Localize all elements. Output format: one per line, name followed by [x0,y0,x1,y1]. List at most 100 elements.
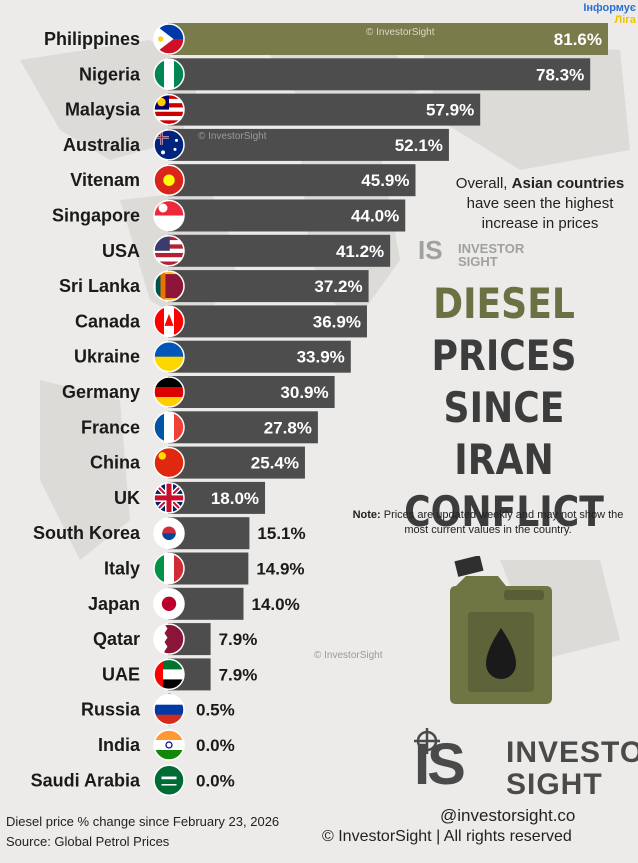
value-label: 57.9% [426,101,474,120]
bar [168,270,369,303]
bar [168,23,608,55]
category-label: Nigeria [79,64,141,84]
insight-text: Overall, Asian countries have seen the h… [440,174,638,234]
title-line-3: SINCE IRAN [443,383,565,484]
bar [168,234,391,267]
category-label: Vitenam [70,170,140,190]
south-korea-flag-icon [153,517,185,549]
category-label: Russia [81,700,141,720]
category-label: Singapore [52,206,140,226]
category-label: France [81,417,140,437]
qatar-flag-icon [153,623,185,655]
watermark: © InvestorSight [314,650,383,661]
bar-chart: Philippines 81.6% Nigeria 78.3% Malaysia 57.9… [31,23,608,797]
value-label: 27.8% [264,418,312,437]
title-line-4: CONFLICT [404,487,604,536]
brand-logo-line2: SIGHT [506,768,603,801]
brand-logo-mark: IS [414,732,466,797]
crosshair-icon [414,728,440,754]
uk-flag-icon [153,482,185,514]
value-label: 44.0% [351,207,399,226]
bar [168,340,351,373]
value-label: 18.0% [211,489,259,508]
note-label: Note: [352,509,381,521]
category-label: India [98,735,141,755]
australia-flag-icon [153,129,185,161]
value-label: 7.9% [219,630,258,649]
ukraine-flag-icon [153,340,185,373]
title-line-1: DIESEL [433,279,575,328]
footer: Diesel price % change since February 23,… [6,812,279,852]
value-label: 0.0% [196,736,235,755]
bar [168,128,449,161]
category-label: South Korea [33,523,141,543]
nigeria-flag-icon [153,58,185,91]
logo-small-mark: IS [418,235,443,265]
insight-prefix: Overall, [455,175,512,192]
watermark: © InvestorSight [366,27,435,38]
bar [168,305,367,338]
russia-flag-icon [153,693,185,726]
fuel-can-icon [450,556,552,704]
corner-tag-line2: Ліга [614,14,636,26]
sri-lanka-flag-icon [153,270,185,302]
philippines-flag-icon [153,23,185,55]
watermark: © InvestorSight [198,131,267,142]
usa-flag-icon [153,235,185,267]
singapore-flag-icon [153,199,185,232]
bar [168,199,406,232]
france-flag-icon [153,411,185,444]
value-label: 7.9% [219,665,258,684]
bar [168,446,305,479]
bar [168,93,481,126]
value-label: 30.9% [280,383,328,402]
bar [168,58,591,91]
category-label: Malaysia [65,100,141,120]
corner-tag-line1: Інформує [583,2,636,14]
value-label: 41.2% [336,242,384,261]
value-label: 81.6% [554,30,602,49]
footer-source: Source: Global Petrol Prices [6,834,170,849]
category-label: Japan [88,594,140,614]
category-label: Qatar [93,629,140,649]
bar [168,411,318,444]
category-label: USA [102,241,140,261]
brand-logo: IS INVESTOR SIGHT [414,728,638,801]
germany-flag-icon [153,376,185,408]
value-label: 36.9% [313,312,361,331]
note-text: Note: Prices are updated weekly and may … [350,508,626,538]
category-label: UAE [102,664,140,684]
category-label: UK [114,488,140,508]
value-label: 14.9% [256,560,304,579]
brand-logo-line1: INVESTOR [506,736,638,769]
category-label: Germany [62,382,140,402]
value-label: 15.1% [257,524,305,543]
footer-caption: Diesel price % change since February 23,… [6,814,280,829]
logo-small-line2: SIGHT [458,254,498,269]
value-label: 78.3% [536,65,584,84]
category-label: Saudi Arabia [31,770,141,790]
category-label: Ukraine [74,347,140,367]
corner-tag: Інформує Ліга [583,2,636,26]
saudi-arabia-flag-icon [153,764,185,797]
value-label: 52.1% [395,136,443,155]
social-handle: @investorsight.co [440,806,576,825]
india-flag-icon [153,729,185,761]
insight-bold: Asian countries [511,175,625,192]
category-label: Australia [63,135,141,155]
bar [168,376,335,408]
value-label: 0.5% [196,701,235,720]
category-label: Italy [104,559,140,579]
title-line-2: PRICES [431,331,577,380]
rights-notice: © InvestorSight | All rights reserved [322,828,572,845]
value-label: 33.9% [297,348,345,367]
value-label: 25.4% [251,454,299,473]
value-label: 37.2% [314,277,362,296]
uae-flag-icon [153,658,185,691]
category-label: Philippines [44,29,140,49]
page-title: DIESEL PRICES SINCE IRAN CONFLICT [394,278,614,538]
value-label: 45.9% [361,171,409,190]
japan-flag-icon [153,588,185,620]
note-body: Prices are updated weekly and may not sh… [380,509,624,536]
value-label: 0.0% [196,771,235,790]
